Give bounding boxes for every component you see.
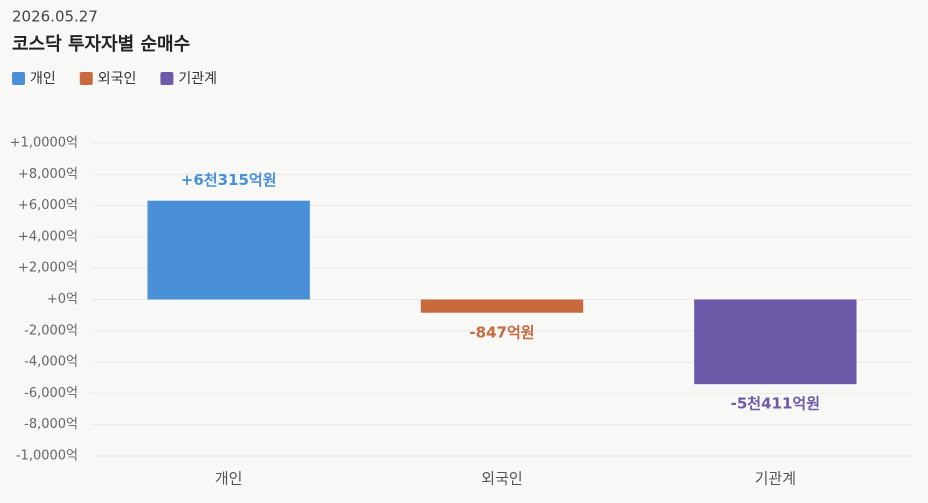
bar [420,299,584,313]
x-tick-label: 기관계 [755,470,796,488]
x-tick-label: 개인 [215,470,243,488]
chart-title: 코스닥 투자자별 순매수 [12,34,190,55]
y-tick-label: -1,0000억 [16,449,78,464]
y-tick-label: -4,000억 [24,355,78,370]
y-tick-label: +6,000억 [18,198,78,213]
y-tick-label: +2,000억 [18,261,78,276]
legend-swatch [160,72,174,85]
legend-label: 외국인 [98,71,137,87]
legend-label: 개인 [30,71,56,87]
legend-label: 기관계 [178,71,217,87]
y-tick-label: +1,0000억 [10,136,78,151]
chart-date: 2026.05.27 [12,8,98,26]
bar [694,299,857,385]
x-tick-label: 외국인 [481,470,522,488]
y-tick-label: +4,000억 [18,229,78,244]
legend-swatch [12,72,25,85]
y-tick-label: -2,000억 [24,323,78,338]
y-tick-label: +0억 [47,292,78,307]
value-label: -5천411억원 [731,395,820,413]
value-label: +6천315억원 [181,171,277,189]
legend-swatch [79,72,93,85]
bar [147,200,310,300]
y-tick-label: -8,000억 [24,417,78,432]
y-tick-label: -6,000억 [24,386,78,401]
y-tick-label: +8,000억 [18,167,78,182]
value-label: -847억원 [469,323,534,341]
